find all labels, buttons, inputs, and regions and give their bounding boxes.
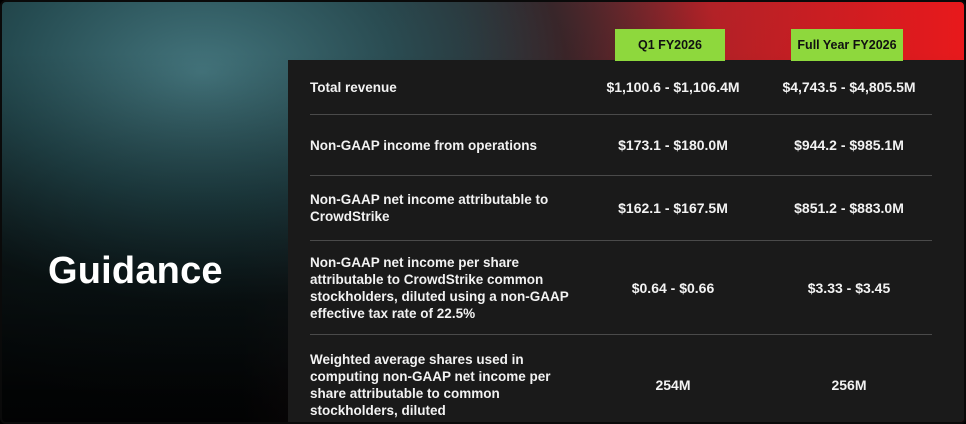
column-header-full-year: Full Year FY2026 xyxy=(791,29,903,61)
row-label: Weighted average shares used in computin… xyxy=(310,352,551,418)
full-year-value: $851.2 - $883.0M xyxy=(794,200,904,216)
table-row: Weighted average shares used in computin… xyxy=(310,335,932,422)
full-year-value: $3.33 - $3.45 xyxy=(807,279,891,296)
row-label: Total revenue xyxy=(310,79,397,95)
table-row: Total revenue $1,100.6 - $1,106.4M $4,74… xyxy=(310,60,932,115)
q1-value: $162.1 - $167.5M xyxy=(618,200,728,216)
table-row: Non-GAAP net income per share attributab… xyxy=(310,241,932,335)
q1-value: $173.1 - $180.0M xyxy=(618,137,728,153)
table-row: Non-GAAP net income attributable to Crow… xyxy=(310,176,932,241)
slide-title: Guidance xyxy=(48,250,223,292)
full-year-value: $4,743.5 - $4,805.5M xyxy=(782,79,916,95)
table-row: Non-GAAP income from operations $173.1 -… xyxy=(310,115,932,176)
q1-value: $1,100.6 - $1,106.4M xyxy=(606,79,740,95)
full-year-value: $944.2 - $985.1M xyxy=(794,137,904,153)
q1-value: 254M xyxy=(655,377,691,393)
full-year-value: 256M xyxy=(831,377,867,393)
row-label: Non-GAAP net income attributable to Crow… xyxy=(310,192,549,224)
guidance-table: Total revenue $1,100.6 - $1,106.4M $4,74… xyxy=(288,60,964,422)
q1-value: $0.64 - $0.66 xyxy=(631,279,715,296)
row-label: Non-GAAP income from operations xyxy=(310,137,538,153)
row-label: Non-GAAP net income per share attributab… xyxy=(310,254,569,321)
column-header-q1: Q1 FY2026 xyxy=(615,29,725,61)
